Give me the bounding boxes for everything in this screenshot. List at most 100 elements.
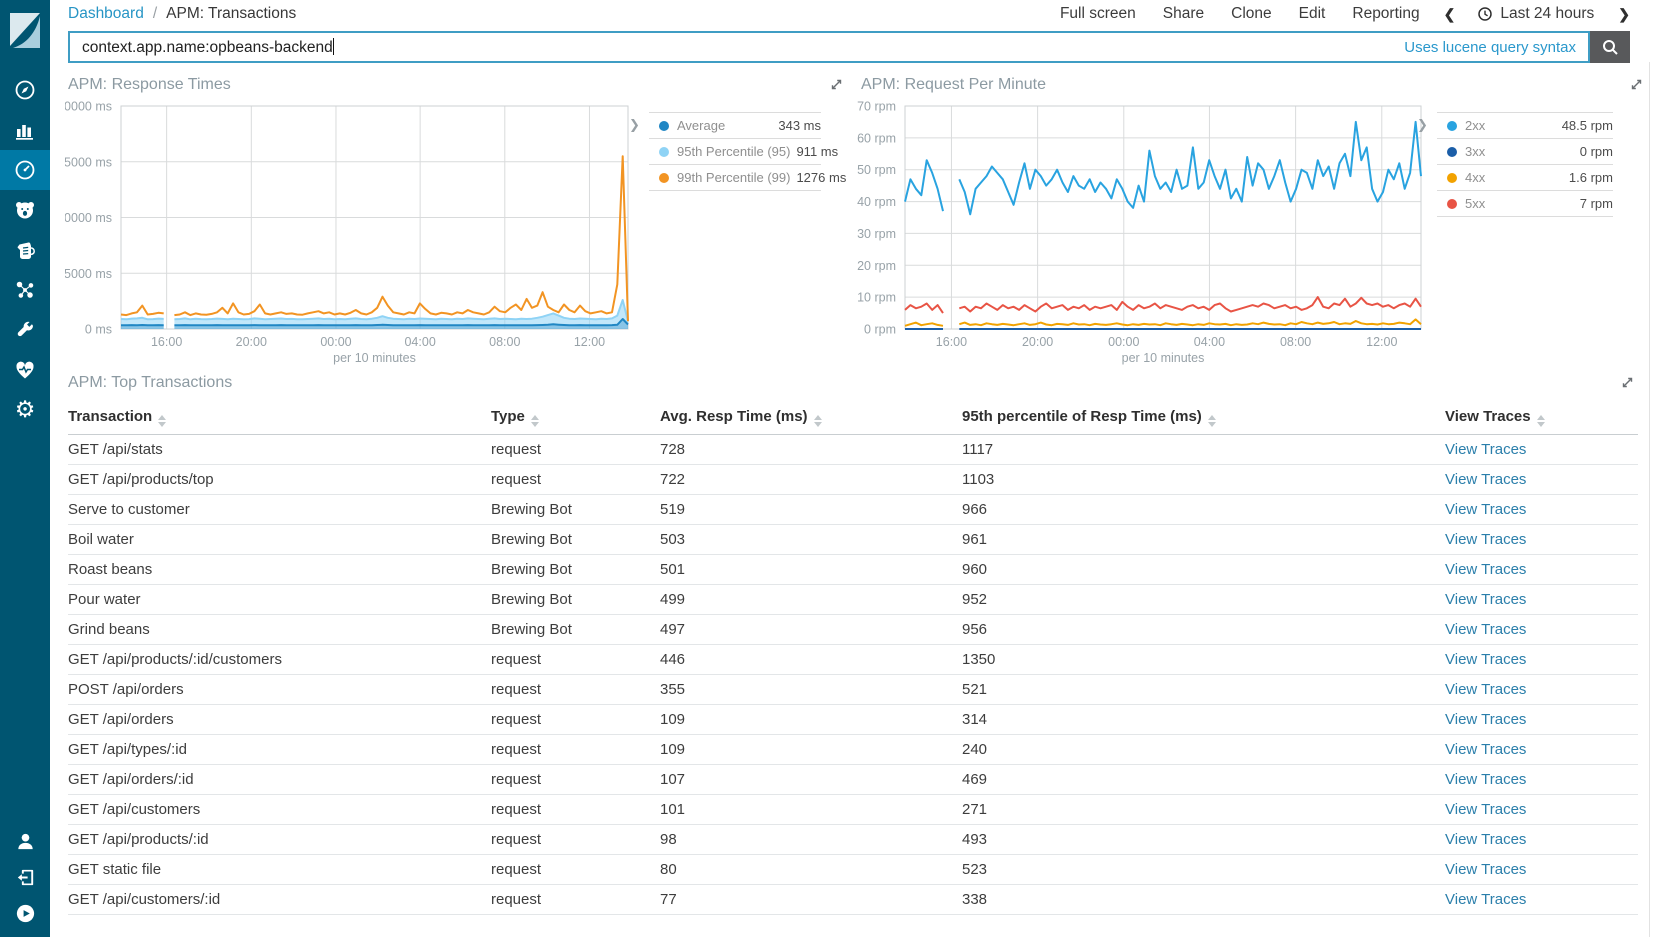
sidebar-item-apm[interactable] — [0, 190, 50, 230]
search-input[interactable]: context.app.name:opbeans-backend Uses lu… — [68, 31, 1590, 63]
view-traces-link[interactable]: View Traces — [1445, 741, 1527, 758]
view-traces-link[interactable]: View Traces — [1445, 651, 1527, 668]
legend-item[interactable]: 95th Percentile (95) 911 ms — [649, 138, 838, 164]
view-traces-cell: View Traces — [1445, 884, 1638, 915]
view-traces-link[interactable]: View Traces — [1445, 711, 1527, 728]
top-nav-reporting[interactable]: Reporting — [1352, 5, 1420, 22]
view-traces-link[interactable]: View Traces — [1445, 471, 1527, 488]
sidebar-item-collapse[interactable] — [0, 895, 50, 931]
response-times-title: APM: Response Times — [68, 76, 231, 93]
transaction-cell: GET /api/orders — [68, 704, 491, 735]
view-traces-link[interactable]: View Traces — [1445, 561, 1527, 578]
sidebar-item-discover[interactable] — [0, 70, 50, 110]
column-header-95th-percentile-of-resp-time-ms-[interactable]: 95th percentile of Resp Time (ms) — [962, 402, 1445, 435]
view-traces-link[interactable]: View Traces — [1445, 591, 1527, 608]
legend-color-dot — [1447, 120, 1457, 131]
view-traces-link[interactable]: View Traces — [1445, 891, 1527, 908]
legend-color-dot — [659, 120, 669, 131]
top-nav-clone[interactable]: Clone — [1231, 5, 1272, 22]
svg-text:60 rpm: 60 rpm — [857, 131, 896, 145]
logout-icon — [17, 869, 33, 885]
view-traces-link[interactable]: View Traces — [1445, 831, 1527, 848]
legend-value: 0 rpm — [1579, 144, 1613, 159]
view-traces-link[interactable]: View Traces — [1445, 531, 1527, 548]
search-button[interactable] — [1590, 31, 1630, 63]
legend-item[interactable]: 3xx 0 rpm — [1437, 138, 1613, 164]
time-picker-button[interactable]: Last 24 hours — [1477, 5, 1594, 23]
transaction-cell: GET static file — [68, 854, 491, 885]
compass-icon — [15, 80, 35, 100]
response-times-chart[interactable]: 0 ms 5000 ms 10000 ms 15000 ms 20000 ms 16:00… — [65, 96, 632, 373]
table-row: GET /api/products/:id/customers request 44… — [68, 644, 1638, 675]
view-traces-link[interactable]: View Traces — [1445, 681, 1527, 698]
view-traces-link[interactable]: View Traces — [1445, 801, 1527, 818]
sidebar-item-account[interactable] — [0, 823, 50, 859]
p95-resp-cell: 966 — [962, 494, 1445, 525]
svg-text:16:00: 16:00 — [936, 335, 967, 349]
table-row: GET static file request 80 523 View Traces — [68, 854, 1638, 885]
legend-item[interactable]: 5xx 7 rpm — [1437, 190, 1613, 216]
legend-item[interactable]: Average 343 ms — [649, 112, 821, 138]
top-nav-share[interactable]: Share — [1162, 5, 1205, 22]
legend-color-dot — [659, 172, 669, 183]
table-row: GET /api/types/:id request 109 240 View Trac… — [68, 734, 1638, 765]
gauge-icon — [15, 160, 35, 180]
lucene-syntax-link[interactable]: Uses lucene query syntax — [1404, 38, 1576, 56]
user-icon — [17, 833, 33, 849]
table-row: Boil water Brewing Bot 503 961 View Traces — [68, 524, 1638, 555]
transaction-cell: Grind beans — [68, 614, 491, 645]
time-forward-chevron-icon[interactable]: ❯ — [1618, 5, 1630, 22]
view-traces-link[interactable]: View Traces — [1445, 861, 1527, 878]
sidebar-item-dev-tools[interactable] — [0, 310, 50, 350]
search-icon — [1602, 39, 1618, 55]
column-header-view-traces[interactable]: View Traces — [1445, 402, 1638, 435]
svg-text:08:00: 08:00 — [1280, 335, 1311, 349]
charts-row: APM: Response Times 0 ms 5000 ms 10000 ms 1… — [50, 62, 1656, 365]
legend-value: 911 ms — [796, 144, 839, 159]
avg-resp-cell: 446 — [660, 644, 962, 675]
heartbeat-icon — [16, 361, 34, 379]
table-expand-icon[interactable] — [1621, 376, 1634, 394]
avg-resp-cell: 109 — [660, 704, 962, 735]
kibana-logo[interactable] — [0, 0, 50, 56]
breadcrumb-dashboard-link[interactable]: Dashboard — [68, 5, 144, 22]
top-nav-edit[interactable]: Edit — [1298, 5, 1326, 22]
table-row: GET /api/customers request 101 271 View Trac… — [68, 794, 1638, 825]
sidebar-item-visualize[interactable] — [0, 110, 50, 150]
legend-label: 5xx — [1465, 196, 1486, 211]
column-header-avg-resp-time-ms-[interactable]: Avg. Resp Time (ms) — [660, 402, 962, 435]
svg-text:50 rpm: 50 rpm — [857, 163, 896, 177]
legend-item[interactable]: 2xx 48.5 rpm — [1437, 112, 1613, 138]
response-times-expand-icon[interactable] — [830, 78, 843, 96]
legend-label: 99th Percentile (99) — [677, 170, 791, 185]
avg-resp-cell: 98 — [660, 824, 962, 855]
rpm-expand-icon[interactable] — [1630, 78, 1643, 96]
view-traces-link[interactable]: View Traces — [1445, 441, 1527, 458]
transactions-table: Transaction Type Avg. Resp Time (ms) 95th p… — [68, 402, 1638, 915]
sidebar-item-graph[interactable] — [0, 270, 50, 310]
legend-item[interactable]: 4xx 1.6 rpm — [1437, 164, 1613, 190]
sidebar-item-management[interactable]: ⚙ — [0, 390, 50, 430]
view-traces-link[interactable]: View Traces — [1445, 501, 1527, 518]
top-nav-full-screen[interactable]: Full screen — [1059, 5, 1136, 22]
view-traces-cell: View Traces — [1445, 824, 1638, 855]
time-back-chevron-icon[interactable]: ❮ — [1443, 5, 1456, 22]
sidebar-item-dashboard[interactable] — [0, 150, 50, 190]
column-header-type[interactable]: Type — [491, 402, 660, 435]
svg-text:0 rpm: 0 rpm — [864, 323, 896, 337]
rpm-legend-chevron-icon[interactable]: ❯ — [1417, 118, 1428, 133]
scroll-edge — [1649, 62, 1650, 937]
legend-item[interactable]: 99th Percentile (99) 1276 ms — [649, 164, 846, 190]
p95-resp-cell: 469 — [962, 764, 1445, 795]
avg-resp-cell: 497 — [660, 614, 962, 645]
rpm-chart[interactable]: 0 rpm 10 rpm 20 rpm 30 rpm 40 rpm 50 rpm 60 rp… — [849, 96, 1425, 373]
column-header-transaction[interactable]: Transaction — [68, 402, 491, 435]
response-legend-chevron-icon[interactable]: ❯ — [629, 118, 640, 133]
view-traces-link[interactable]: View Traces — [1445, 621, 1527, 638]
legend-color-dot — [1447, 198, 1457, 209]
sidebar-item-logstash[interactable] — [0, 230, 50, 270]
sidebar-item-logout[interactable] — [0, 859, 50, 895]
p95-resp-cell: 314 — [962, 704, 1445, 735]
view-traces-link[interactable]: View Traces — [1445, 771, 1527, 788]
sidebar-item-monitoring[interactable] — [0, 350, 50, 390]
